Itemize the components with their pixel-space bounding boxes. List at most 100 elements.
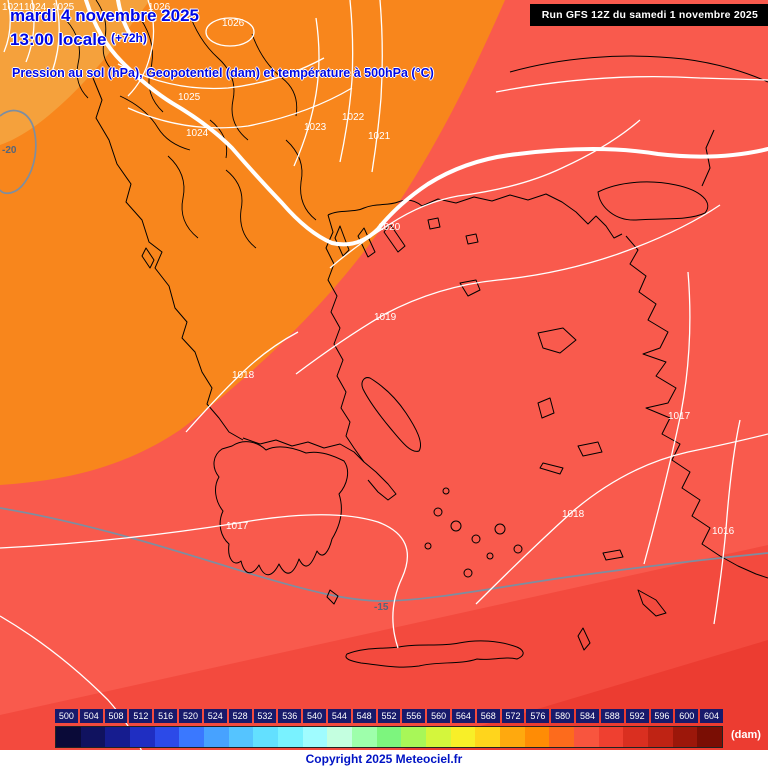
temp-contours (0, 109, 768, 602)
island-outline (427, 217, 441, 230)
isobar-line-1019 (295, 204, 721, 375)
river-line (139, 17, 164, 113)
isobar-line-1018 (185, 331, 299, 433)
forecast-time-text: 13:00 locale (10, 30, 107, 49)
legend-color-cell (426, 727, 451, 747)
legend-color-cell (228, 727, 254, 747)
legend-value: 536 (278, 709, 302, 723)
legend-value: 512 (129, 709, 153, 723)
legend-color-cell (450, 727, 476, 747)
legend-color-cell (179, 727, 205, 747)
island-outline-lesbos (537, 327, 577, 354)
isobar-line-1025 (117, 57, 325, 90)
legend-color-cell (56, 727, 81, 747)
isobar-line-1017-east (643, 271, 691, 565)
legend-unit-label: (dam) (731, 729, 761, 741)
legend-color-cell (154, 727, 180, 747)
pressure-label: 1019 (374, 312, 397, 323)
legend-color-cell (623, 727, 649, 747)
legend-color-cell (302, 727, 328, 747)
coastlines (65, 0, 768, 668)
river-line (251, 33, 298, 117)
pressure-label: 1025 (52, 2, 75, 13)
river-line (167, 155, 199, 239)
island-outline (465, 233, 479, 245)
run-info-box: Run GFS 12Z du samedi 1 novembre 2025 (529, 4, 768, 26)
coastline-marmara (597, 181, 709, 221)
legend-value: 592 (625, 709, 649, 723)
temp-region-orange-light (0, 0, 150, 145)
isobar-line (495, 75, 768, 93)
island-outline (450, 520, 462, 532)
legend-value: 588 (600, 709, 624, 723)
legend-value: 596 (650, 709, 674, 723)
island-outline-kythira (326, 589, 339, 605)
isobar-line-1026 (127, 0, 155, 97)
coastline-chalkidiki (327, 199, 423, 216)
pressure-label: 1020 (378, 222, 401, 233)
pressure-label: 1018 (562, 509, 585, 520)
legend-color-cell (105, 727, 131, 747)
island-outline-kos (602, 549, 624, 561)
temperature-label: -15 (374, 602, 389, 613)
coastline-chalkidiki-finger (383, 223, 406, 253)
isobar-line-1018-east (475, 433, 768, 605)
legend-color-cell (697, 727, 723, 747)
island-outline-chios (537, 397, 555, 419)
pressure-label: 1022 (342, 112, 365, 123)
island-outline-corfu (141, 247, 155, 269)
map-subtitle: Pression au sol (hPa), Geopotentiel (dam… (12, 66, 434, 80)
coastline-chalkidiki-finger (334, 225, 350, 257)
legend-color-cell (204, 727, 229, 747)
island-outline-evia (361, 377, 421, 452)
pressure-label: 1024 (186, 128, 209, 139)
legend: 500 504 508 512 516 520 524 528 532 536 540 544 548 5… (55, 709, 761, 748)
legend-value: 540 (303, 709, 326, 723)
island-outline (471, 534, 481, 544)
river-line (187, 9, 249, 141)
legend-color-cell (648, 727, 673, 747)
legend-value: 548 (352, 709, 376, 723)
island-outline (442, 487, 450, 495)
legend-color-cell (130, 727, 155, 747)
legend-value: 572 (501, 709, 525, 723)
legend-value: 600 (675, 709, 699, 723)
isobar-line (3, 0, 11, 53)
legend-color-cell (376, 727, 402, 747)
legend-color-cell (524, 727, 550, 747)
isobar-line (25, 0, 35, 63)
river-line (119, 95, 191, 151)
coastline-chalkidiki-finger (357, 227, 376, 258)
coastline-turkey-west (625, 235, 768, 579)
coastline-east-mainland (325, 214, 365, 463)
legend-color-cell (549, 727, 575, 747)
river-line (285, 139, 317, 221)
geopotential-thick-line (84, 0, 768, 247)
island-outline (463, 568, 473, 578)
isobar-line-1021 (371, 0, 383, 173)
river-line (65, 19, 89, 99)
temp-contour-minus15 (0, 507, 768, 602)
legend-value: 568 (476, 709, 500, 723)
river-line (225, 169, 257, 249)
coastline-crete (345, 640, 524, 668)
legend-value: 520 (179, 709, 202, 723)
coastline-gulf-corinth (242, 437, 397, 501)
legend-value: 580 (551, 709, 575, 723)
legend-value: 508 (104, 709, 128, 723)
legend-value: 528 (228, 709, 252, 723)
island-outline (459, 279, 481, 297)
pressure-label: 1026 (222, 18, 245, 29)
legend-value: 524 (203, 709, 227, 723)
pressure-label: 1026 (148, 2, 171, 13)
forecast-offset-label: (+72h) (111, 31, 147, 45)
island-outline-samos (577, 441, 603, 457)
legend-value: 532 (253, 709, 277, 723)
island-outline-karpathos (577, 627, 591, 651)
legend-color-cell (574, 727, 599, 747)
river-line (209, 119, 228, 159)
legend-color-cell (80, 727, 106, 747)
temperature-label: -20 (2, 145, 17, 156)
